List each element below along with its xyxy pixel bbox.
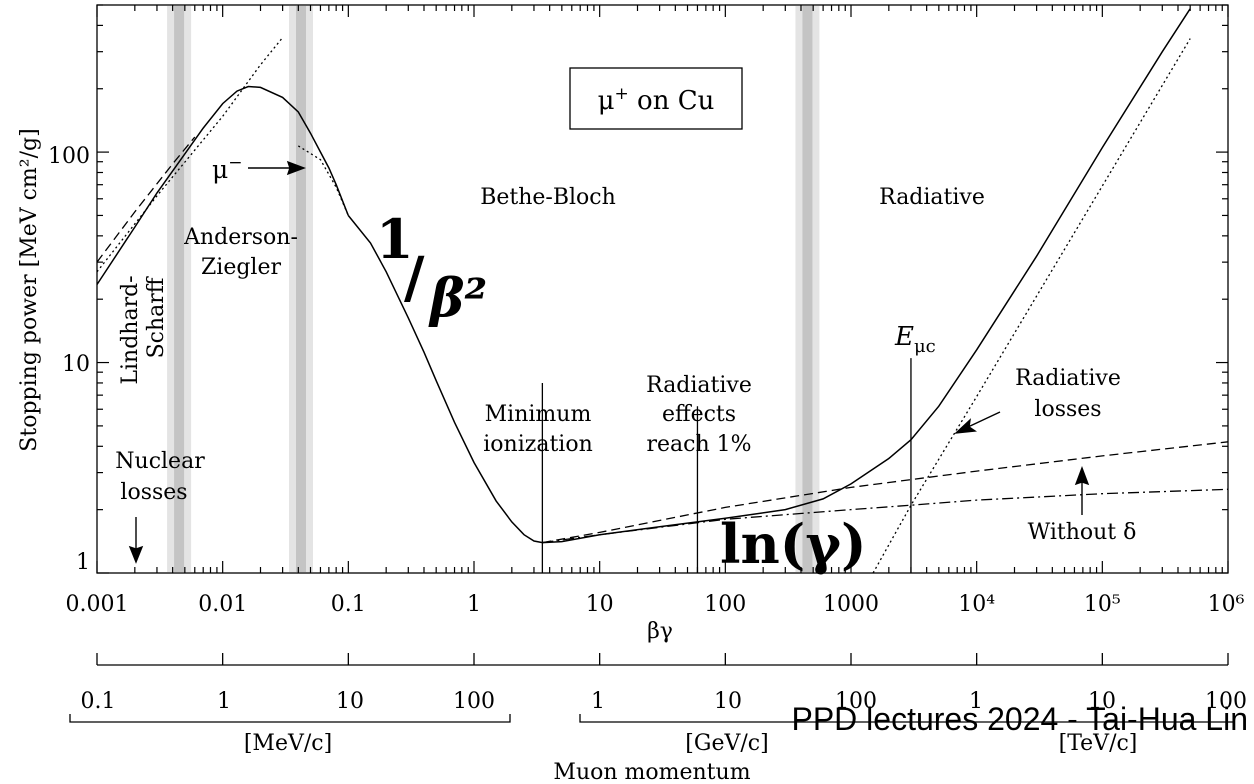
- without-delta-arrow: [1074, 466, 1090, 515]
- radiative-label: Radiative: [879, 185, 985, 210]
- y-tick-label: 1: [76, 550, 90, 575]
- bethe-bloch-label: Bethe-Bloch: [480, 185, 616, 210]
- gev-bracket: [579, 714, 858, 723]
- momentum-unit-tev: [TeV/c]: [1059, 731, 1138, 756]
- lindhard-scharff-label: Scharff: [144, 276, 169, 358]
- x-tick-label: 10⁶: [1208, 592, 1245, 617]
- curve-dotted-5: [96, 37, 284, 273]
- x-tick-label: 0.001: [66, 592, 129, 617]
- curve-dotted-4: [872, 38, 1191, 574]
- nuclear-losses-arrow: [128, 517, 144, 564]
- momentum-tick-label: 1: [969, 689, 983, 714]
- footer-credit: PPD lectures 2024 - Tai-Hua Lin: [791, 701, 1248, 737]
- curve-dashed-2: [542, 441, 1229, 544]
- x-tick-label: 1: [467, 592, 481, 617]
- momentum-unit-gev: [GeV/c]: [685, 731, 768, 756]
- momentum-axis-labels: 0.1 1 10 100 1 10 100 1 10 100 [MeV/c] […: [81, 689, 1248, 784]
- without-delta-label: Without δ: [1028, 520, 1137, 545]
- radiative-effects-label: effects: [662, 402, 736, 427]
- x-tick-label: 1000: [823, 592, 879, 617]
- momentum-tick-label: 1: [217, 689, 231, 714]
- annotation-arrows: [128, 160, 1090, 564]
- radiative-losses-label: losses: [1034, 397, 1101, 422]
- y-tick-label: 100: [48, 144, 90, 169]
- minimum-ionization-label: ionization: [483, 432, 592, 457]
- radiative-effects-label: reach 1%: [646, 432, 751, 457]
- ln-gamma-label: ln(γ): [720, 512, 867, 576]
- momentum-tick-label: 100: [453, 689, 495, 714]
- momentum-tick-label: 0.1: [81, 689, 116, 714]
- nuclear-losses-label: Nuclear: [115, 449, 205, 474]
- material-label: μ+ on Cu: [598, 84, 715, 116]
- reference-lines: [541, 358, 912, 573]
- axis-ticks: [96, 4, 1229, 574]
- nuclear-losses-label: losses: [120, 480, 187, 505]
- momentum-tick-label: 10: [1088, 689, 1116, 714]
- momentum-tick-label: 100: [1205, 689, 1247, 714]
- x-tick-label: 10⁴: [958, 592, 995, 617]
- radiative-losses-arrow: [953, 411, 1001, 434]
- plot-frame: [96, 4, 1229, 574]
- x-tick-label: 0.1: [331, 592, 366, 617]
- y-tick-labels: 1 10 100: [48, 144, 90, 575]
- shaded-band-core: [174, 6, 185, 572]
- material-label-box: [569, 67, 743, 130]
- curve-solid-1: [96, 85, 349, 285]
- momentum-axis-title: Muon momentum: [553, 760, 750, 784]
- anderson-ziegler-label: Ziegler: [201, 255, 281, 280]
- x-tick-label: 0.01: [198, 592, 247, 617]
- curve-dashed-7: [96, 136, 196, 263]
- inverse-beta-squared-denominator: β²: [428, 268, 487, 329]
- mu-minus-label: μ−: [212, 153, 243, 184]
- shaded-band-core: [802, 6, 813, 572]
- mev-bracket: [69, 714, 511, 723]
- momentum-tick-label: 100: [835, 689, 877, 714]
- momentum-axis-ticks: [96, 653, 1229, 665]
- inverse-beta-squared-numerator: 1: [376, 207, 414, 271]
- radiative-losses-label: Radiative: [1015, 366, 1121, 391]
- inverse-beta-squared-slash: /: [404, 245, 425, 311]
- annotations: μ− Anderson- Ziegler Lindhard- Scharff B…: [115, 153, 1136, 545]
- shaded-band-core: [295, 6, 306, 572]
- x-axis-title: βγ: [647, 619, 673, 644]
- minimum-ionization-label: Minimum: [485, 402, 592, 427]
- x-tick-label: 10⁵: [1084, 592, 1121, 617]
- e-mu-c-label: Eμc: [894, 322, 936, 357]
- y-tick-label: 10: [62, 352, 90, 377]
- x-tick-label: 10: [586, 592, 614, 617]
- y-axis-title: Stopping power [MeV cm²/g]: [17, 128, 42, 451]
- x-tick-label: 100: [704, 592, 746, 617]
- momentum-tick-label: 10: [336, 689, 364, 714]
- mu-minus-arrow: [248, 160, 306, 176]
- momentum-tick-label: 10: [714, 689, 742, 714]
- shaded-bands: [167, 6, 820, 572]
- anderson-ziegler-label: Anderson-: [183, 225, 298, 250]
- momentum-axis: [69, 653, 1235, 723]
- momentum-tick-label: 1: [591, 689, 605, 714]
- radiative-effects-label: Radiative: [646, 373, 752, 398]
- curve-solid-0: [347, 8, 1191, 544]
- lindhard-scharff-label: Lindhard-: [118, 275, 143, 384]
- momentum-unit-mev: [MeV/c]: [244, 731, 332, 756]
- tev-bracket: [858, 714, 1235, 723]
- red-annotations: 1 / β² ln(γ): [376, 207, 867, 576]
- x-tick-labels: 0.001 0.01 0.1 1 10 100 1000 10⁴ 10⁵ 10⁶: [66, 592, 1245, 617]
